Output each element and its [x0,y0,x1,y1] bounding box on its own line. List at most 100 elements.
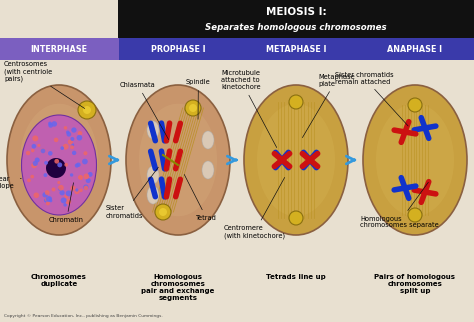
Circle shape [159,208,167,216]
Text: Chromatin: Chromatin [49,183,84,223]
Circle shape [48,151,53,156]
Circle shape [78,131,82,136]
Text: Homologous
chromosomes
pair and exchange
segments: Homologous chromosomes pair and exchange… [141,274,215,301]
Circle shape [41,148,46,153]
Circle shape [42,192,48,197]
Ellipse shape [139,104,217,216]
Circle shape [64,195,68,199]
Ellipse shape [147,121,159,139]
Circle shape [76,135,82,141]
Ellipse shape [147,166,159,184]
Circle shape [45,197,49,202]
Circle shape [37,144,40,147]
Circle shape [83,185,89,190]
Circle shape [57,162,62,167]
Circle shape [59,190,65,195]
Ellipse shape [7,85,111,235]
Ellipse shape [363,85,467,235]
Circle shape [33,161,38,166]
Circle shape [71,128,77,133]
Circle shape [52,121,57,127]
Bar [0,38,119,60]
Text: Microtubule
attached to
kinetochore: Microtubule attached to kinetochore [221,70,277,147]
Circle shape [408,98,422,112]
Circle shape [66,130,70,134]
Circle shape [70,173,73,177]
Circle shape [30,175,34,178]
Circle shape [66,132,71,137]
Circle shape [61,197,67,204]
Text: Tetrads line up: Tetrads line up [266,274,326,280]
Text: PROPHASE I: PROPHASE I [151,44,205,53]
Circle shape [71,143,74,147]
Circle shape [46,196,51,202]
Circle shape [44,198,48,203]
Text: Sister
chromatids: Sister chromatids [106,167,158,219]
Circle shape [35,157,40,163]
Text: Centrosomes
(with centriole
pairs): Centrosomes (with centriole pairs) [4,61,85,109]
Circle shape [78,175,82,180]
Circle shape [48,122,52,125]
Circle shape [48,123,53,128]
Circle shape [54,137,58,142]
Text: Metaphase
plate: Metaphase plate [302,73,355,137]
Circle shape [88,172,92,177]
Circle shape [83,151,87,155]
Text: Nuclear
envelope: Nuclear envelope [0,175,21,188]
Circle shape [72,151,76,155]
Text: MEIOSIS I:: MEIOSIS I: [266,7,326,17]
Circle shape [86,178,91,183]
Ellipse shape [376,104,454,216]
Text: Homologous
chromosomes separate: Homologous chromosomes separate [360,182,439,229]
Circle shape [64,126,67,130]
Ellipse shape [257,104,335,216]
Circle shape [83,174,89,179]
Ellipse shape [21,115,97,215]
Circle shape [31,163,37,168]
Circle shape [60,146,64,150]
Circle shape [44,173,47,177]
Circle shape [57,181,60,184]
Circle shape [31,149,35,152]
Circle shape [76,163,81,167]
Circle shape [75,188,79,192]
Circle shape [155,204,171,220]
Circle shape [65,199,71,204]
Ellipse shape [126,85,230,235]
Circle shape [46,202,50,205]
Circle shape [408,208,422,222]
Circle shape [34,193,39,198]
Circle shape [82,159,88,165]
Ellipse shape [244,85,348,235]
Circle shape [32,144,36,148]
Circle shape [84,186,88,190]
Circle shape [41,148,46,153]
Text: METAPHASE I: METAPHASE I [266,44,326,53]
Bar [119,38,474,60]
Circle shape [185,100,201,116]
Circle shape [46,158,66,178]
Text: Chromosomes
duplicate: Chromosomes duplicate [31,274,87,287]
Circle shape [44,161,48,165]
Circle shape [68,139,73,145]
Circle shape [78,101,96,119]
Circle shape [74,189,80,194]
Circle shape [47,196,52,201]
Circle shape [70,145,74,149]
Circle shape [289,211,303,225]
Circle shape [79,189,83,192]
Circle shape [26,151,30,155]
Text: Copyright © Pearson Education, Inc., publishing as Benjamin Cummings.: Copyright © Pearson Education, Inc., pub… [4,314,163,318]
Text: ANAPHASE I: ANAPHASE I [387,44,443,53]
Circle shape [189,104,197,112]
Ellipse shape [147,186,159,204]
Circle shape [289,95,303,109]
Ellipse shape [202,161,214,179]
Circle shape [83,106,91,114]
Text: Tetrad: Tetrad [184,175,217,221]
Circle shape [27,178,31,182]
Circle shape [55,159,59,164]
Text: Sister chromatids
remain attached: Sister chromatids remain attached [335,71,408,126]
Circle shape [49,199,52,202]
Circle shape [32,136,38,141]
